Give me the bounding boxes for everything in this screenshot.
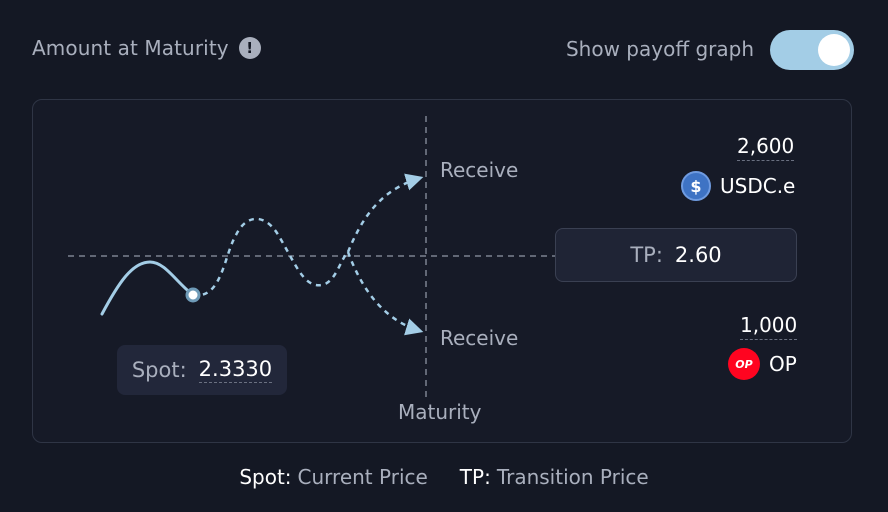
tp-value: 2.60 [674,243,722,267]
show-payoff-graph-toggle[interactable] [770,30,854,70]
price-history-path [100,260,195,316]
legend-spot-desc: Current Price [297,465,428,489]
info-icon[interactable]: ! [238,37,261,59]
legend: Spot: Current Price TP: Transition Price [0,465,888,489]
usdc-icon: $ [681,171,711,201]
spot-point [185,287,201,303]
legend-tp-desc: Transition Price [496,465,649,489]
legend-spot-key: Spot: [239,465,292,489]
amount-at-maturity-title: Amount at Maturity ! [32,36,261,60]
transition-price-box: TP: 2.60 [555,228,797,282]
lower-amount: 1,000 [740,313,798,340]
receive-upper-label: Receive [440,158,519,182]
spot-key: Spot: [131,358,187,382]
op-token-label: OP [769,352,797,376]
receive-lower-label: Receive [440,326,519,350]
spot-value: 2.3330 [198,357,273,383]
usdc-token: $ USDC.e [681,171,795,201]
usdc-token-label: USDC.e [720,174,796,198]
op-token: OP OP [728,348,797,380]
upper-amount: 2,600 [737,134,795,161]
spot-price-box: Spot: 2.3330 [117,345,287,395]
op-icon: OP [728,348,760,380]
show-payoff-graph-label: Show payoff graph [565,37,754,61]
title-text: Amount at Maturity [32,36,229,60]
projected-price-path [192,217,349,297]
upper-branch-arrow [346,173,424,253]
maturity-label: Maturity [398,400,482,424]
toggle-knob [818,34,850,66]
lower-branch-arrow [346,251,424,336]
tp-key: TP: [630,243,663,267]
legend-tp-key: TP: [459,465,491,489]
